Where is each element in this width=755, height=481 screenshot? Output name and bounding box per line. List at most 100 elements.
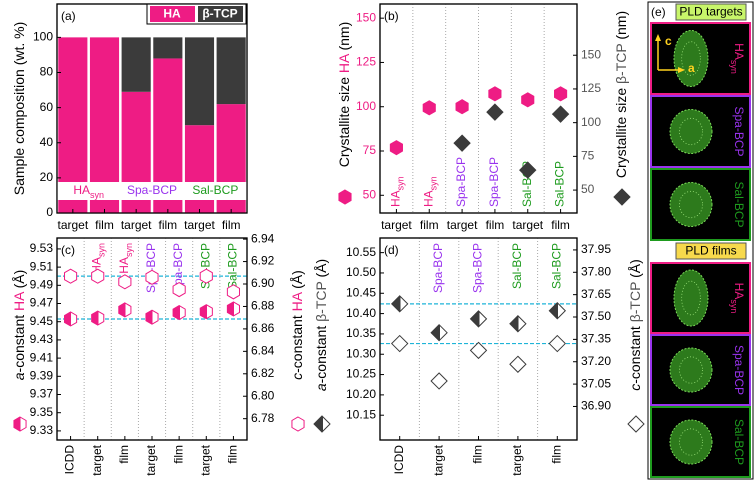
y-tick-label: 9.47 — [30, 296, 54, 310]
panel-label: (e) — [651, 5, 666, 19]
label-text: Spa-BCP — [127, 183, 177, 197]
y-tick-label: 10.20 — [346, 387, 376, 401]
y-tick-label: 9.39 — [30, 368, 54, 382]
data-point — [64, 268, 78, 284]
x-tick-label: target — [57, 218, 88, 232]
data-point — [469, 310, 488, 328]
label-text: HA — [117, 257, 131, 274]
data-point — [226, 301, 240, 317]
axis-title-part: -constant — [11, 311, 27, 372]
x-tick-label: target — [90, 444, 104, 475]
label-text: HA — [732, 43, 746, 60]
column-label: Spa-BCP — [171, 243, 185, 293]
data-point — [91, 268, 105, 284]
data-point — [226, 284, 240, 300]
panel-label: (d) — [384, 243, 399, 257]
crystal-highlight — [681, 41, 701, 76]
axis-title-part: -constant — [289, 311, 305, 372]
x-tick-label: film — [420, 218, 439, 232]
data-point — [422, 100, 436, 116]
axis-title-part: a — [11, 372, 27, 380]
y-tick-label: 10.50 — [346, 265, 376, 279]
y2-tick-label: 75 — [581, 149, 595, 163]
crystal-shape — [673, 30, 709, 87]
data-point — [469, 341, 488, 360]
y2-tick-label: 100 — [581, 115, 601, 129]
column-label: Spa-BCP — [471, 243, 485, 293]
y2-tick-label: 37.65 — [581, 287, 611, 301]
legend-swatch — [198, 6, 243, 22]
axis-title-part: Sample composition (wt. %) — [11, 22, 27, 196]
crystal-shape — [669, 109, 713, 154]
data-point — [172, 305, 186, 321]
axis-title-part: HA — [336, 53, 352, 73]
group-label-background — [56, 182, 121, 200]
data-point — [548, 302, 567, 320]
label-text: Sal-BCP — [192, 183, 238, 197]
x-tick-label: ICDD — [63, 445, 77, 475]
legend-label: β-TCP — [202, 7, 237, 21]
bar-segment — [153, 37, 183, 59]
data-point — [509, 355, 527, 373]
crystal-highlight — [679, 117, 703, 146]
y-tick-label: 9.41 — [30, 350, 54, 364]
data-point — [118, 274, 132, 290]
y2-tick-label: 125 — [581, 81, 601, 95]
bar-segment — [121, 37, 151, 92]
y-tick-label: 9.43 — [30, 332, 54, 346]
x-tick-label: target — [381, 218, 412, 232]
x-tick-label: target — [144, 444, 158, 475]
data-point — [548, 334, 567, 353]
y-tick-label: 9.37 — [30, 387, 54, 401]
crystal-shape — [669, 347, 713, 393]
data-point — [430, 372, 448, 390]
y-tick-label: 80 — [40, 65, 54, 79]
y-tick-label: 100 — [33, 30, 53, 44]
crystal-highlight — [679, 356, 703, 384]
crystal-shape — [669, 419, 713, 465]
panel-label: (b) — [384, 9, 399, 23]
axis-title-part: (Å) — [313, 259, 329, 282]
y2-tick-label: 6.94 — [251, 231, 275, 245]
column-label: HAsyn — [90, 243, 107, 274]
axis-title: c-constant β-TCP (Å) — [627, 259, 643, 391]
y2-tick-label: 6.82 — [251, 366, 275, 380]
y-tick-label: 60 — [40, 100, 54, 114]
y-tick-label: 75 — [363, 143, 377, 157]
y2-tick-label: 6.80 — [251, 388, 275, 402]
label-text: HA — [90, 257, 104, 274]
axis-title-part: (Å) — [289, 270, 305, 293]
axis-title-part: c — [289, 373, 305, 380]
crystal-shape — [673, 269, 709, 327]
axis-title-part: c — [627, 384, 643, 391]
group-label-background — [183, 182, 248, 200]
micrograph-label: HAsyn — [729, 43, 746, 74]
group-label: HAsyn — [73, 183, 104, 200]
data-point — [486, 103, 504, 121]
x-tick-label: target — [447, 218, 478, 232]
crystal-highlight — [681, 280, 701, 316]
label-text: Sal-BCP — [549, 243, 563, 289]
axis-title-part: -constant — [627, 322, 643, 383]
legend-marker — [613, 188, 631, 206]
y-tick-label: 20 — [40, 170, 54, 184]
x-tick-label: film — [171, 445, 185, 464]
x-tick-label: target — [510, 444, 524, 475]
axis-title-part: -constant — [313, 322, 329, 383]
y-tick-label: 150 — [356, 10, 376, 24]
legend-marker — [291, 416, 305, 432]
label-subscript: syn — [429, 176, 439, 190]
data-point — [145, 309, 159, 325]
y2-tick-label: 37.20 — [581, 354, 611, 368]
micrograph-label: Spa-BCP — [732, 345, 746, 395]
label-text: HA — [732, 283, 746, 300]
label-text: Spa-BCP — [732, 106, 746, 156]
label-subscript: syn — [729, 60, 739, 74]
axis-title: Crystallite size β-TCP (nm) — [613, 11, 629, 178]
x-tick-label: film — [549, 445, 563, 464]
bar-segment — [216, 37, 246, 105]
x-tick-label: target — [512, 218, 543, 232]
y2-tick-label: 6.92 — [251, 254, 275, 268]
y-tick-label: 9.35 — [30, 405, 54, 419]
